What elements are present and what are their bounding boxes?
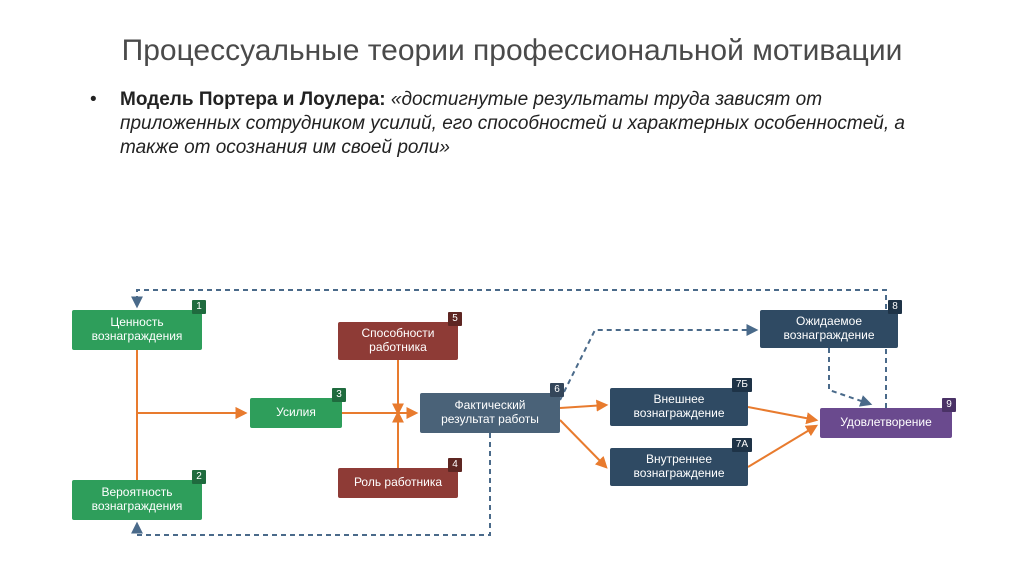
paragraph-lead: Модель Портера и Лоулера: <box>120 89 391 110</box>
node-badge-n7a: 7А <box>732 438 752 452</box>
edge-n2-n3 <box>137 413 245 480</box>
node-n3: Усилия3 <box>250 398 342 428</box>
edge-n1-n3 <box>137 350 245 413</box>
node-n6: Фактический результат работы6 <box>420 393 560 433</box>
porter-lawler-diagram: Ценность вознаграждения1 Вероятность возн… <box>40 280 980 560</box>
node-badge-n2: 2 <box>192 470 206 484</box>
node-badge-n6: 6 <box>550 383 564 397</box>
node-badge-n9: 9 <box>942 398 956 412</box>
node-n4: Роль работника4 <box>338 468 458 498</box>
node-n7a: Внутреннее вознаграждение7А <box>610 448 748 486</box>
node-n9: Удовлетворение9 <box>820 408 952 438</box>
node-badge-n4: 4 <box>448 458 462 472</box>
node-n2: Вероятность вознаграждения2 <box>72 480 202 520</box>
node-n1: Ценность вознаграждения1 <box>72 310 202 350</box>
edge-dashed-n8-n9 <box>829 348 870 404</box>
slide-title: Процессуальные теории профессиональной м… <box>0 0 1024 78</box>
edge-n6-n7b <box>560 405 606 408</box>
node-badge-n8: 8 <box>888 300 902 314</box>
node-n8: Ожидаемое вознаграждение8 <box>760 310 898 348</box>
slide-paragraph: Модель Портера и Лоулера: «достигнутые р… <box>0 78 1024 161</box>
node-badge-n7b: 7Б <box>732 378 752 392</box>
node-badge-n1: 1 <box>192 300 206 314</box>
node-n5: Способности работника5 <box>338 322 458 360</box>
node-badge-n5: 5 <box>448 312 462 326</box>
edge-n7b-n9 <box>748 407 816 420</box>
edge-n7a-n9 <box>748 426 816 467</box>
node-n7b: Внешнее вознаграждение7Б <box>610 388 748 426</box>
node-badge-n3: 3 <box>332 388 346 402</box>
edge-dashed-n9-n1 <box>137 290 886 408</box>
edge-n6-n7a <box>560 420 606 467</box>
